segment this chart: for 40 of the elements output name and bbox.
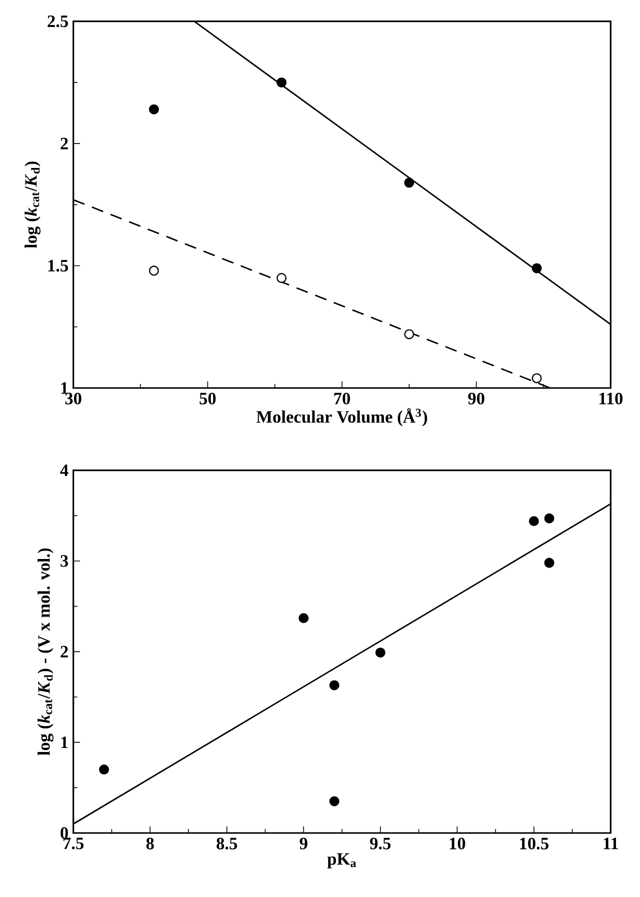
x-tick-label: 9.5 <box>370 838 391 850</box>
y-tick-label: 1.5 <box>48 260 68 272</box>
y-tick-label: 4 <box>60 464 68 476</box>
y-tick-label: 0 <box>60 827 68 839</box>
point <box>404 329 414 340</box>
x-tick-label: 110 <box>600 392 623 404</box>
point <box>276 77 287 88</box>
point <box>404 178 414 188</box>
point <box>544 558 554 568</box>
x-tick-label: 7.5 <box>63 838 84 850</box>
point <box>375 648 386 658</box>
y-tick-label: 1 <box>61 736 68 748</box>
x-tick-label: 90 <box>468 392 484 404</box>
x-tick-label: 10 <box>450 838 466 850</box>
y-tick-label: 2 <box>60 646 68 658</box>
y-tick-label: 1 <box>61 382 68 394</box>
x-tick-label: 9 <box>300 838 308 850</box>
x-tick-label: 70 <box>334 392 350 404</box>
point <box>544 513 554 524</box>
point <box>99 764 110 775</box>
point <box>148 266 159 276</box>
x-tick-label: 50 <box>200 392 216 404</box>
x-tick-label: 30 <box>65 392 82 404</box>
y-tick-label: 2 <box>60 138 68 150</box>
x-axis-title: pK$_{a}$ <box>327 853 356 868</box>
point <box>148 104 159 114</box>
x-tick-label: 8 <box>146 838 154 850</box>
point <box>276 273 287 283</box>
point <box>329 680 340 690</box>
x-tick-label: 11 <box>604 838 618 850</box>
point <box>298 613 309 624</box>
point <box>532 373 542 384</box>
x-tick-label: 8.5 <box>216 838 238 850</box>
point <box>532 263 542 274</box>
y-tick-label: 2.5 <box>48 15 68 28</box>
x-axis-title: Molecular Volume (Å$^{3}$) <box>256 408 428 426</box>
x-tick-label: 10.5 <box>520 838 548 850</box>
point <box>329 796 340 806</box>
point <box>528 516 539 526</box>
y-tick-label: 3 <box>60 555 68 567</box>
